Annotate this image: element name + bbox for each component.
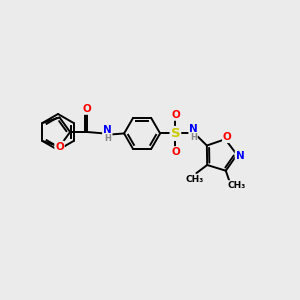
Text: S: S <box>171 127 180 140</box>
Text: H: H <box>190 133 197 142</box>
Text: N: N <box>103 125 112 135</box>
Text: O: O <box>55 142 64 152</box>
Text: N: N <box>189 124 198 134</box>
Text: O: O <box>83 104 92 114</box>
Text: CH₃: CH₃ <box>185 175 203 184</box>
Text: O: O <box>223 132 232 142</box>
Text: O: O <box>171 110 180 120</box>
Text: O: O <box>171 147 180 157</box>
Text: H: H <box>104 134 111 143</box>
Text: N: N <box>236 151 244 161</box>
Text: CH₃: CH₃ <box>227 181 245 190</box>
